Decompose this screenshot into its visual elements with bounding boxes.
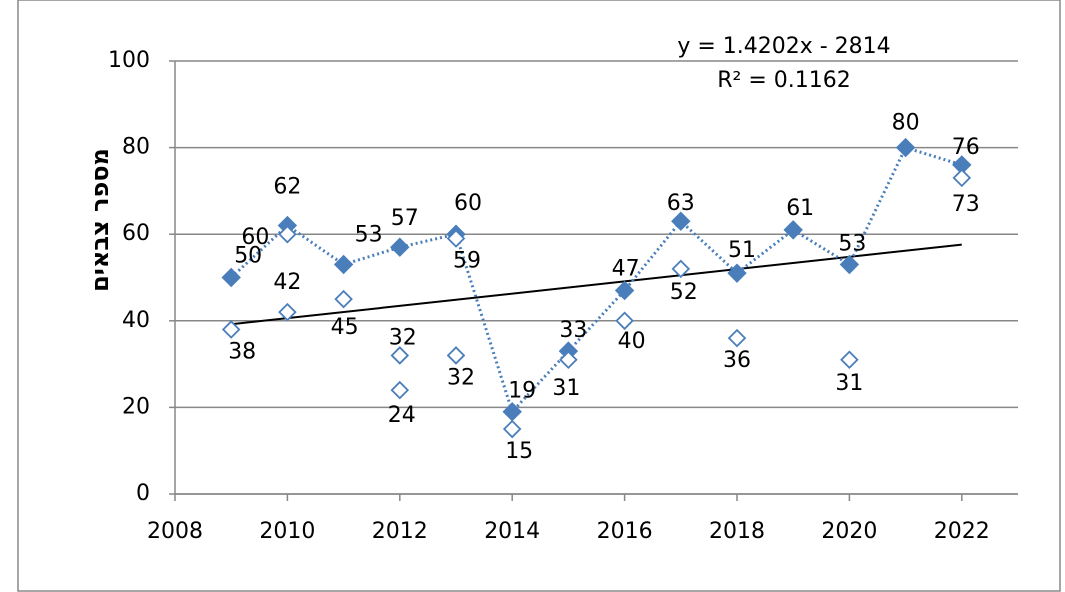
data-label: 45 [331,315,359,340]
data-point [334,289,353,309]
data-label: 42 [273,270,301,295]
data-label: 24 [388,403,416,428]
data-label: 62 [273,175,301,200]
y-tick-label: 60 [122,221,150,246]
data-point [221,267,241,288]
data-label: 19 [508,379,536,404]
x-tick-label: 2014 [484,519,540,544]
data-label: 73 [952,192,980,217]
chart-frame [17,0,1061,592]
data-label: 15 [505,439,533,464]
data-label: 53 [355,223,383,248]
trendline [231,243,962,326]
data-point [614,280,635,301]
data-label: 50 [234,244,262,269]
data-point [446,229,466,248]
data-point [278,224,297,244]
x-tick-label: 2012 [372,519,428,544]
data-point [671,211,691,231]
data-label: 51 [728,238,756,263]
y-axis-label: מספר צבאים [86,148,114,292]
data-point [446,346,466,365]
x-tick-label: 2010 [259,519,315,544]
data-label: 60 [454,191,482,216]
data-label: 31 [835,371,863,396]
data-label: 47 [612,256,640,281]
data-point [727,263,747,283]
y-tick-label: 40 [122,308,150,333]
data-point [783,220,803,240]
data-label: 52 [670,280,698,305]
data-point [278,302,297,322]
data-point [895,137,916,158]
data-point [840,350,859,370]
data-point [390,380,410,400]
data-label: 32 [389,325,417,350]
y-tick-label: 100 [108,48,150,73]
data-label: 53 [838,232,866,257]
data-point [839,254,860,275]
x-tick-label: 2020 [821,519,877,544]
x-tick-label: 2018 [709,519,765,544]
data-label: 38 [228,339,256,364]
x-tick-label: 2008 [147,519,203,544]
data-label: 32 [447,365,475,390]
data-point [221,320,241,339]
y-tick-label: 0 [136,481,150,506]
x-tick-label: 2016 [597,519,653,544]
data-label: 36 [723,348,751,373]
data-label: 33 [559,318,587,343]
data-point [390,346,410,365]
data-point [559,350,578,370]
data-point [727,328,747,348]
data-label: 61 [786,196,814,221]
data-label: 57 [391,206,419,231]
data-label: 31 [552,376,580,401]
y-tick-label: 80 [122,135,150,160]
data-label: 60 [241,225,269,250]
data-point [333,254,354,275]
r-squared: R² = 0.1162 [717,68,851,93]
data-label: 63 [667,191,695,216]
data-label: 76 [952,135,980,160]
y-tick-label: 20 [122,394,150,419]
trend-equation: y = 1.4202x - 2814 [677,34,890,59]
x-tick-label: 2022 [934,519,990,544]
data-point [952,168,972,188]
data-point [671,259,691,279]
data-label: 40 [618,329,646,354]
data-point [390,237,410,257]
data-label: 80 [892,111,920,136]
series-line [230,145,963,415]
data-point [502,419,522,439]
data-point [615,311,634,331]
data-label: 59 [453,249,481,274]
